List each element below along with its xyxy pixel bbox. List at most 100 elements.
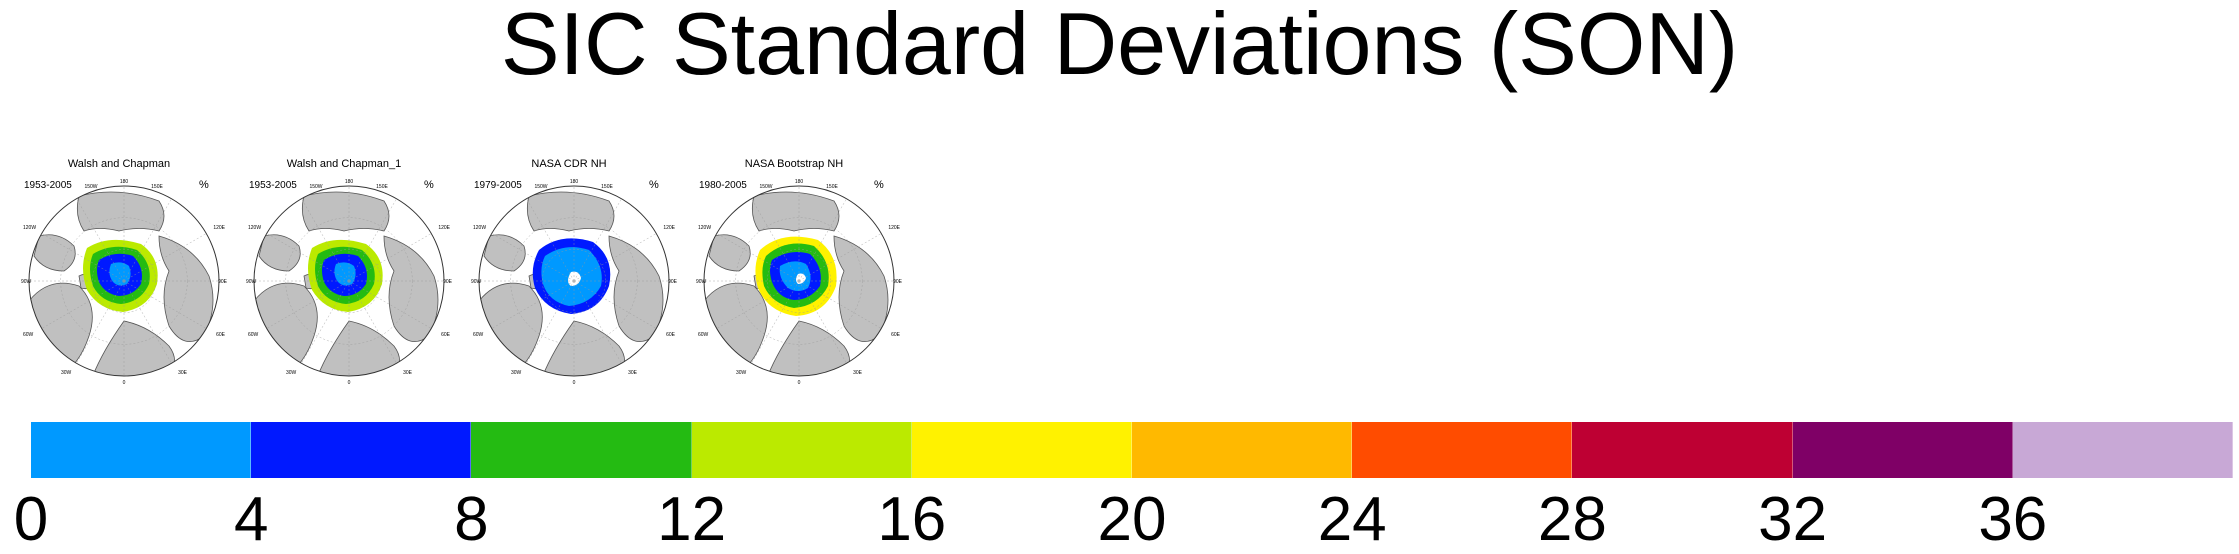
figure-title: SIC Standard Deviations (SON) (500, 0, 1739, 93)
map-border (28, 185, 220, 377)
colorbar-swatch (251, 422, 472, 478)
map-border (478, 185, 670, 377)
colorbar-tick-label: 32 (1758, 485, 1828, 554)
longitude-label: 150W (534, 184, 547, 190)
longitude-label: 150W (309, 184, 322, 190)
colorbar-swatch (31, 422, 252, 478)
panel-period: 1953-2005 (249, 180, 297, 191)
longitude-label: 30W (511, 370, 522, 376)
longitude-label: 120E (888, 225, 900, 231)
longitude-label: 0 (348, 380, 351, 386)
map-border (703, 185, 895, 377)
longitude-label: 30E (853, 370, 863, 376)
panel-units: % (424, 179, 434, 191)
longitude-label: 90E (668, 279, 678, 285)
colorbar-swatch (1132, 422, 1353, 478)
longitude-label: 30E (628, 370, 638, 376)
panel-units: % (199, 179, 209, 191)
latitude-circle (542, 249, 606, 313)
longitude-label: 30W (286, 370, 297, 376)
panel-title: Walsh and Chapman_1 (286, 158, 402, 170)
polar-map: 180 150W 150E 120W 120E 90W 90E 60W 60E 30W 30E 0 (246, 179, 453, 386)
longitude-label: 60W (248, 332, 259, 338)
longitude-label: 90W (246, 279, 257, 285)
colorbar-swatch (691, 422, 912, 478)
colorbar-swatch (1792, 422, 2013, 478)
colorbar-tick-label: 36 (1978, 485, 2048, 554)
longitude-label: 60E (441, 332, 451, 338)
longitude-label: 150E (151, 184, 163, 190)
polar-map: 180 150W 150E 120W 120E 90W 90E 60W 60E 30W 30E 0 (696, 179, 903, 386)
land-mass (483, 234, 526, 272)
longitude-label: 30E (178, 370, 188, 376)
colorbar-tick-label: 24 (1317, 485, 1387, 554)
latitude-circle (60, 217, 188, 345)
longitude-label: 90W (471, 279, 482, 285)
sic-contour (568, 271, 581, 286)
latitude-circle (92, 249, 156, 313)
panel-units: % (649, 179, 659, 191)
longitude-label: 180 (345, 179, 354, 185)
longitude-label: 150W (84, 184, 97, 190)
sic-contour (779, 261, 811, 291)
longitude-label: 90E (218, 279, 228, 285)
colorbar-swatch (1352, 422, 1573, 478)
latitude-circle (510, 217, 638, 345)
map-panel-walsh-chapman-1: Walsh and Chapman_1 1953-2005 % 180 150W 1… (244, 158, 464, 388)
panel-period: 1980-2005 (699, 180, 747, 191)
polar-map: 180 150W 150E 120W 120E 90W 90E 60W 60E 30W 30E 0 (21, 179, 228, 386)
land-mass (833, 235, 889, 343)
longitude-label: 120E (663, 225, 675, 231)
panel-title: NASA CDR NH (531, 158, 607, 170)
colorbar-tick-label: 4 (233, 485, 269, 554)
map-panel-walsh-chapman: Walsh and Chapman 1953-2005 % 180 150W 150… (19, 158, 239, 388)
colorbar-swatch (911, 422, 1132, 478)
land-mass (258, 234, 301, 272)
longitude-label: 60E (891, 332, 901, 338)
colorbar-tick-label: 12 (657, 485, 727, 554)
panel-period: 1953-2005 (24, 180, 72, 191)
longitude-label: 30W (61, 370, 72, 376)
map-panel-nasa-cdr-nh: NASA CDR NH 1979-2005 % 180 150W 150E 120W 1… (469, 158, 689, 388)
panel-period: 1979-2005 (474, 180, 522, 191)
land-mass (526, 191, 615, 232)
longitude-label: 90W (21, 279, 32, 285)
longitude-label: 30W (736, 370, 747, 376)
longitude-label: 120E (213, 225, 225, 231)
map-panel-nasa-bootstrap-nh: NASA Bootstrap NH 1980-2005 % 180 150W 150… (694, 158, 914, 388)
latitude-circle (735, 217, 863, 345)
land-mass (76, 191, 165, 232)
longitude-label: 180 (120, 179, 129, 185)
longitude-label: 90E (443, 279, 453, 285)
colorbar-tick-label: 20 (1097, 485, 1167, 554)
longitude-label: 0 (573, 380, 576, 386)
longitude-label: 150E (826, 184, 838, 190)
panel-title: NASA Bootstrap NH (744, 158, 844, 170)
colorbar-swatch (1572, 422, 1793, 478)
colorbar-tick-label: 28 (1537, 485, 1607, 554)
colorbar-tick-label: 0 (13, 485, 49, 554)
longitude-label: 150W (759, 184, 772, 190)
longitude-label: 60W (23, 332, 34, 338)
land-mass (708, 234, 751, 272)
longitude-label: 60W (698, 332, 709, 338)
longitude-label: 120E (438, 225, 450, 231)
longitude-label: 60E (666, 332, 676, 338)
longitude-label: 60W (473, 332, 484, 338)
colorbar-swatch (471, 422, 692, 478)
colorbar-tick-label: 8 (454, 485, 489, 554)
land-mass (751, 191, 840, 232)
polar-map: 180 150W 150E 120W 120E 90W 90E 60W 60E 30W 30E 0 (471, 179, 678, 386)
panel-units: % (874, 179, 884, 191)
latitude-circle (317, 249, 381, 313)
colorbar-swatch (2012, 422, 2233, 478)
latitude-circle (767, 249, 831, 313)
panel-title: Walsh and Chapman (67, 158, 171, 170)
longitude-label: 120W (23, 225, 36, 231)
longitude-label: 120W (248, 225, 261, 231)
longitude-label: 0 (123, 380, 126, 386)
land-mass (608, 235, 664, 343)
longitude-label: 90W (696, 279, 707, 285)
land-mass (301, 191, 390, 232)
longitude-label: 120W (698, 225, 711, 231)
